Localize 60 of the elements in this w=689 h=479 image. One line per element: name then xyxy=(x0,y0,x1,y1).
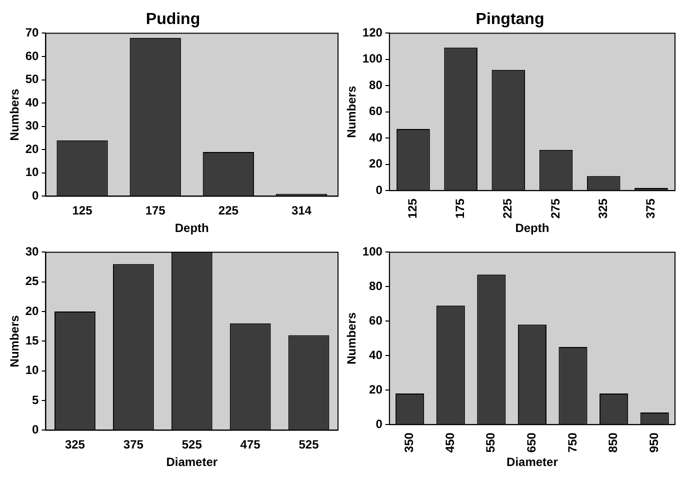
x-tick-label: 125 xyxy=(72,204,93,218)
x-axis-title: Diameter xyxy=(506,455,558,470)
y-tick-label: 40 xyxy=(25,95,40,110)
y-tick-label: 10 xyxy=(25,165,40,180)
y-tick-label: 40 xyxy=(369,130,383,144)
x-tick-label: 750 xyxy=(565,432,580,453)
y-tick-label: 10 xyxy=(25,363,40,378)
y-tick-label: 20 xyxy=(25,304,40,318)
x-tick-label: 475 xyxy=(240,438,261,452)
y-tick-label: 5 xyxy=(32,392,40,407)
x-tick-label: 525 xyxy=(182,438,202,452)
y-tick-label: 0 xyxy=(32,188,40,203)
x-tick-label: 225 xyxy=(218,204,239,218)
x-tick-label: 350 xyxy=(402,432,416,453)
y-tick-label: 60 xyxy=(369,313,383,328)
y-tick-label: 120 xyxy=(362,26,383,40)
y-tick-label: 60 xyxy=(25,48,40,63)
y-axis-title: Numbers xyxy=(8,314,22,368)
x-tick-label: 175 xyxy=(453,198,468,219)
chart-title: Pingtang xyxy=(476,11,544,28)
x-tick-label: 525 xyxy=(298,438,320,452)
x-tick-label: 550 xyxy=(484,432,498,453)
x-tick-label: 375 xyxy=(123,438,144,452)
x-tick-label: 275 xyxy=(548,198,562,219)
y-tick-label: 0 xyxy=(376,182,383,197)
y-tick-label: 15 xyxy=(25,334,40,348)
y-tick-label: 20 xyxy=(369,382,383,396)
x-tick-label: 125 xyxy=(406,198,420,219)
x-axis-title: Depth xyxy=(515,221,550,236)
y-tick-label: 0 xyxy=(376,416,383,431)
y-axis-title: Numbers xyxy=(344,86,359,138)
y-tick-label: 30 xyxy=(25,118,40,133)
y-tick-label: 40 xyxy=(369,348,383,362)
x-tick-label: 450 xyxy=(442,432,457,453)
y-tick-label: 100 xyxy=(362,244,383,259)
x-tick-label: 650 xyxy=(524,432,539,453)
chart-title: Puding xyxy=(146,11,200,28)
y-tick-label: 50 xyxy=(25,72,40,86)
x-tick-label: 325 xyxy=(596,198,610,219)
x-tick-label: 314 xyxy=(291,204,312,218)
y-tick-label: 100 xyxy=(362,52,383,66)
y-tick-label: 80 xyxy=(369,78,383,92)
x-tick-label: 225 xyxy=(500,198,515,219)
y-tick-label: 0 xyxy=(32,422,40,437)
y-axis-title: Numbers xyxy=(344,312,359,364)
y-tick-label: 20 xyxy=(369,156,383,171)
x-tick-label: 375 xyxy=(644,198,658,219)
y-axis-title: Numbers xyxy=(8,88,22,141)
x-axis-title: Depth xyxy=(174,221,209,236)
x-tick-label: 850 xyxy=(606,432,620,453)
x-tick-label: 175 xyxy=(145,204,166,218)
y-tick-label: 25 xyxy=(25,274,40,288)
x-tick-label: 950 xyxy=(646,432,661,453)
x-tick-label: 325 xyxy=(64,438,86,452)
y-tick-label: 30 xyxy=(25,244,40,259)
y-tick-label: 20 xyxy=(25,142,40,156)
x-axis-title: Diameter xyxy=(166,455,218,470)
y-tick-label: 70 xyxy=(25,26,40,40)
y-tick-label: 60 xyxy=(369,104,383,118)
y-tick-label: 80 xyxy=(369,278,383,293)
